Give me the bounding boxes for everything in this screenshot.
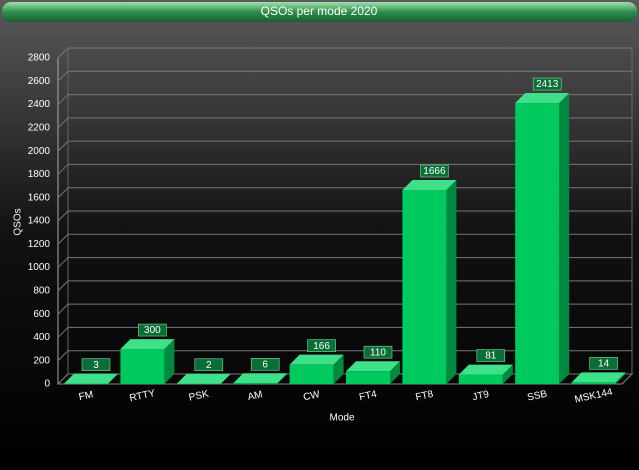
y-tick-label: 1400 — [28, 216, 51, 227]
title-bar — [2, 2, 637, 22]
value-label-box — [194, 358, 224, 372]
y-tick-label: 1200 — [28, 239, 51, 250]
bar-side — [615, 372, 626, 384]
x-tick-label: RTTY — [129, 388, 157, 404]
x-tick-label: FT4 — [358, 389, 378, 404]
x-axis-label: Mode — [329, 413, 354, 424]
value-label-box — [476, 349, 506, 362]
grid-line-side — [57, 164, 69, 175]
bar-side — [108, 373, 118, 384]
y-tick-label: 800 — [33, 285, 50, 296]
grid-line-side — [57, 280, 69, 292]
value-label-box — [81, 358, 111, 371]
y-tick-label: 1600 — [28, 192, 51, 203]
grid-line-side — [57, 47, 69, 59]
value-label: 14 — [598, 359, 610, 370]
bar-side — [220, 373, 231, 384]
bar-side — [164, 339, 175, 384]
x-tick-label: FM — [78, 389, 94, 403]
y-tick-label: 1000 — [28, 262, 51, 273]
grid-line-side — [57, 350, 69, 362]
bar — [120, 349, 165, 384]
value-label: 1666 — [423, 166, 446, 177]
bar-top — [346, 361, 400, 372]
grid-line-side — [57, 303, 69, 315]
bar-top — [64, 373, 118, 384]
bar — [289, 364, 334, 384]
value-label: 300 — [144, 325, 161, 336]
bar — [233, 383, 278, 384]
bar-side — [446, 180, 457, 384]
value-label: 81 — [485, 351, 497, 362]
y-tick-label: 2000 — [28, 146, 51, 157]
value-label-box — [250, 358, 280, 371]
grid-line-side — [57, 233, 69, 245]
y-tick-label: 400 — [33, 332, 50, 343]
bar-top — [120, 339, 175, 350]
y-tick-label: 2400 — [28, 99, 51, 110]
value-label-box — [363, 345, 393, 359]
bar-side — [502, 364, 513, 384]
bar-top — [233, 373, 288, 384]
value-label: 2 — [206, 360, 212, 371]
bar-top — [402, 180, 457, 191]
grid-line-side — [57, 117, 69, 129]
x-tick-label: SSB — [526, 389, 548, 404]
value-label: 2413 — [536, 79, 559, 90]
x-tick-label: PSK — [188, 389, 210, 404]
y-tick-label: 2800 — [28, 53, 51, 64]
bar-side — [559, 93, 570, 384]
bar-side — [390, 361, 400, 384]
grid-line-side — [57, 327, 69, 338]
y-tick-label: 0 — [44, 379, 50, 390]
bar-top — [176, 373, 231, 384]
value-label-box — [307, 339, 336, 352]
grid-line-side — [57, 210, 69, 222]
x-tick-label: JT9 — [472, 389, 491, 403]
value-label: 110 — [370, 347, 386, 358]
x-tick-label: AM — [247, 389, 264, 403]
value-label-box — [420, 164, 449, 178]
bar — [346, 371, 390, 384]
x-tick-label: FT8 — [415, 389, 435, 404]
bar-top — [289, 354, 344, 365]
y-axis-label: QSOs — [13, 208, 24, 235]
x-tick-label: CW — [302, 389, 321, 403]
grid-line-side — [57, 257, 69, 268]
bar-side — [277, 373, 288, 384]
grid-line-side — [57, 373, 69, 385]
value-label-box — [138, 323, 167, 337]
bar — [458, 374, 503, 384]
grid-line-side — [57, 140, 69, 152]
bar-top — [458, 364, 513, 375]
value-label: 3 — [93, 360, 99, 371]
value-label-box — [589, 357, 618, 370]
bar — [571, 382, 616, 384]
grid-line-side — [57, 94, 69, 105]
value-label: 166 — [313, 341, 330, 352]
chart-title: QSOs per mode 2020 — [261, 4, 378, 18]
grid-line-side — [57, 187, 69, 199]
grid-line-side — [57, 70, 69, 82]
bar-top — [515, 93, 570, 104]
value-label: 6 — [262, 359, 268, 370]
y-tick-label: 2200 — [28, 122, 51, 133]
y-tick-label: 2600 — [28, 76, 51, 87]
bar-side — [333, 354, 344, 384]
value-label-box — [532, 77, 562, 91]
y-tick-label: 200 — [33, 355, 50, 366]
y-tick-label: 600 — [33, 309, 50, 320]
bar — [402, 190, 447, 384]
y-tick-label: 1800 — [28, 169, 51, 180]
bar-top — [571, 372, 626, 383]
bar — [515, 103, 560, 384]
